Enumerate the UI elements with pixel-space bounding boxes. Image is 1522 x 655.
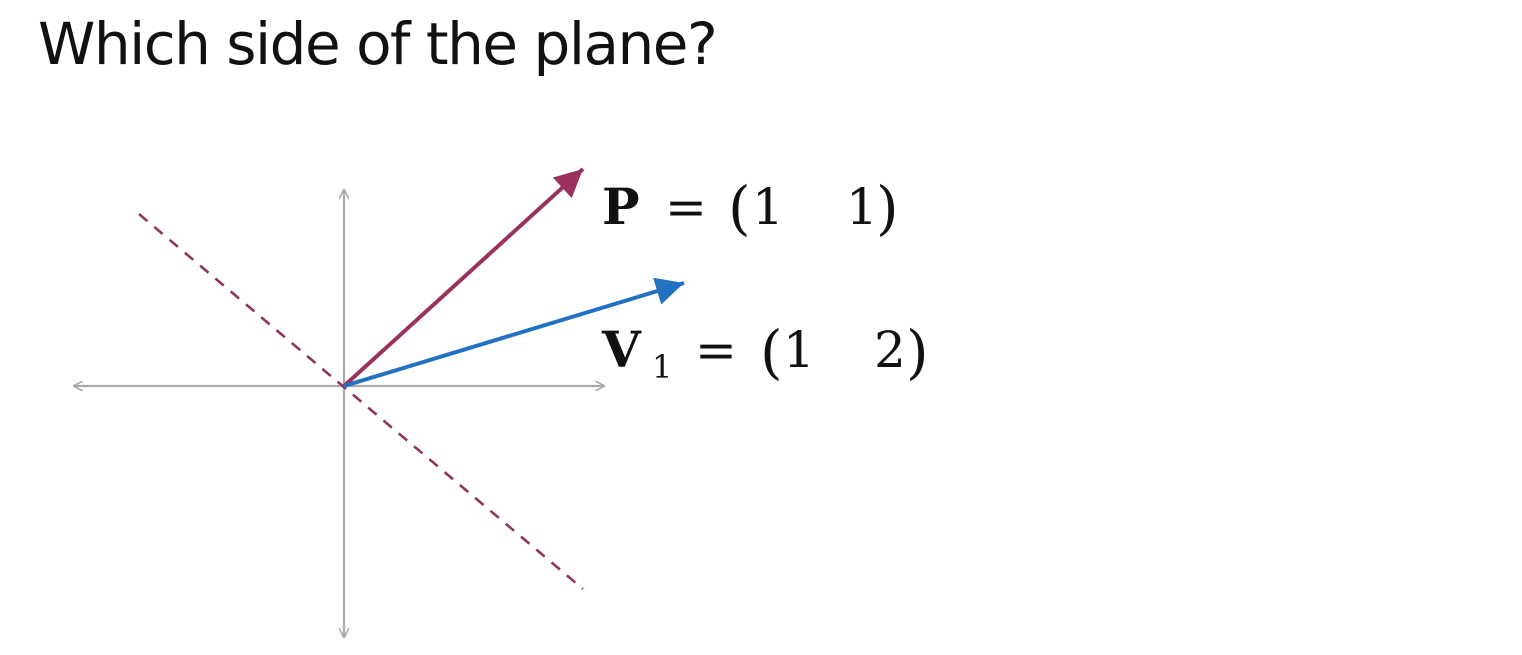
vector-p-component-2: 1: [846, 178, 878, 236]
vector-v1-component-2: 2: [874, 321, 906, 379]
vector-v1-symbol: V: [601, 320, 642, 379]
vector-p-open-paren: (: [728, 174, 751, 242]
plane-line: [138, 213, 584, 590]
vector-p-close-paren: ): [876, 174, 899, 242]
slide-title: Which side of the plane?: [38, 10, 718, 78]
vector-v1-component-1: 1: [783, 321, 815, 379]
vector-v1-equals: =: [695, 321, 737, 379]
vector-v1-close-paren: ): [906, 318, 929, 386]
equation-v1: V 1 = ( 1 2 ): [601, 318, 929, 386]
vector-p-arrow: [342, 167, 585, 388]
equation-p: P = ( 1 1 ): [602, 174, 899, 242]
vector-v1-open-paren: (: [760, 318, 783, 386]
vector-p-component-1: 1: [752, 178, 784, 236]
vector-v1-subscript: 1: [652, 348, 672, 386]
vector-p-symbol: P: [602, 177, 640, 236]
vector-p-equals: =: [665, 178, 707, 236]
vector-v1-arrow: [343, 277, 685, 388]
